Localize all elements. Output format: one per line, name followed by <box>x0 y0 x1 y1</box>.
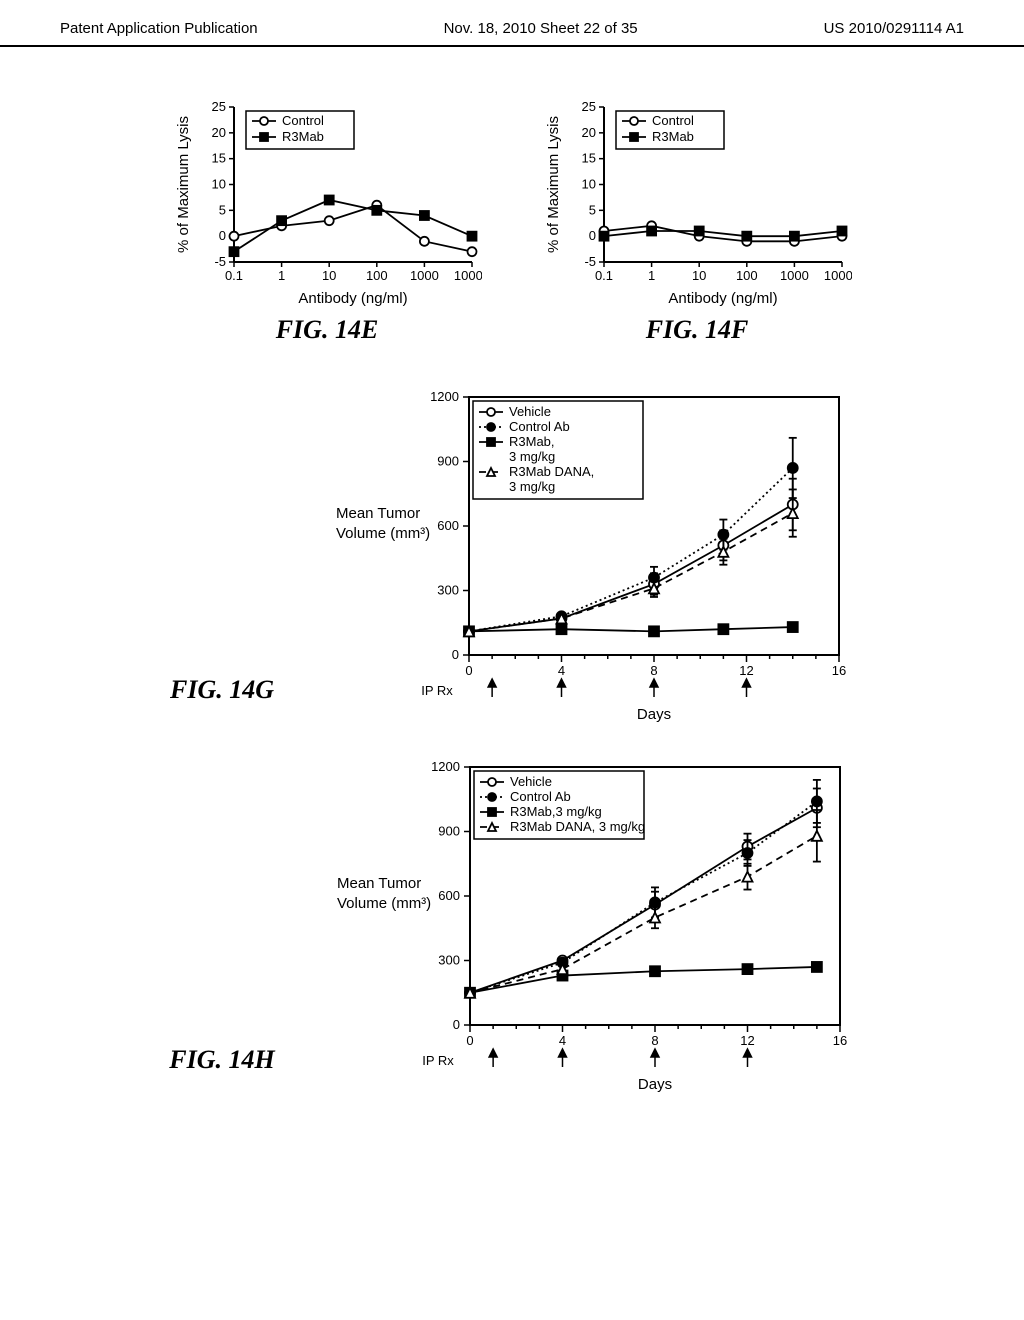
svg-text:5: 5 <box>589 202 596 217</box>
svg-text:3 mg/kg: 3 mg/kg <box>509 449 555 464</box>
header-center: Nov. 18, 2010 Sheet 22 of 35 <box>444 20 638 37</box>
header-left: Patent Application Publication <box>60 20 258 37</box>
svg-text:100: 100 <box>366 268 388 283</box>
svg-text:0: 0 <box>466 1033 473 1048</box>
svg-text:Vehicle: Vehicle <box>509 404 551 419</box>
svg-text:3 mg/kg: 3 mg/kg <box>509 479 555 494</box>
svg-text:Antibody (ng/ml): Antibody (ng/ml) <box>668 290 777 307</box>
fig-14e-label: FIG. 14E <box>276 315 379 345</box>
chart-14e-wrap: -5 0 5 10 15 20 25 0.1 1 10 100 1000 10000 Antibody (… <box>172 97 482 345</box>
svg-text:-5: -5 <box>214 254 226 269</box>
svg-text:8: 8 <box>650 663 657 678</box>
svg-text:Volume (mm³): Volume (mm³) <box>337 895 431 912</box>
svg-text:Control Ab: Control Ab <box>509 419 570 434</box>
svg-text:12: 12 <box>739 663 753 678</box>
page-header: Patent Application Publication Nov. 18, … <box>0 0 1024 47</box>
svg-text:600: 600 <box>438 888 460 903</box>
svg-text:IP Rx: IP Rx <box>422 1053 454 1068</box>
svg-text:0: 0 <box>465 663 472 678</box>
svg-text:25: 25 <box>582 99 596 114</box>
svg-text:900: 900 <box>438 824 460 839</box>
svg-text:Vehicle: Vehicle <box>510 774 552 789</box>
svg-text:5: 5 <box>219 202 226 217</box>
svg-text:300: 300 <box>437 583 459 598</box>
chart-14e: -5 0 5 10 15 20 25 0.1 1 10 100 1000 10000 Antibody (… <box>172 97 482 307</box>
svg-text:1000: 1000 <box>410 268 439 283</box>
svg-text:0: 0 <box>219 228 226 243</box>
svg-text:1200: 1200 <box>430 389 459 404</box>
chart-14f: -5 0 5 10 15 20 25 0.1 1 10 100 1000 10000 Antibody (… <box>542 97 852 307</box>
svg-text:8: 8 <box>651 1033 658 1048</box>
svg-text:R3Mab DANA, 3 mg/kg: R3Mab DANA, 3 mg/kg <box>510 819 645 834</box>
top-chart-row: -505101520250.1110100100010000Antibody (… <box>60 97 964 345</box>
chart-14g: 0 300 600 900 1200 0 4 8 12 16 Days Mean Tumor Volum… <box>294 385 854 725</box>
svg-text:0.1: 0.1 <box>225 268 243 283</box>
svg-text:R3Mab: R3Mab <box>282 129 324 144</box>
svg-text:25: 25 <box>212 99 226 114</box>
svg-text:1: 1 <box>278 268 285 283</box>
svg-text:Control: Control <box>652 113 694 128</box>
svg-text:R3Mab: R3Mab <box>652 129 694 144</box>
svg-text:900: 900 <box>437 454 459 469</box>
svg-text:R3Mab,: R3Mab, <box>509 434 555 449</box>
svg-text:10: 10 <box>322 268 336 283</box>
header-right: US 2010/0291114 A1 <box>824 20 964 37</box>
svg-text:1200: 1200 <box>431 759 460 774</box>
svg-text:300: 300 <box>438 953 460 968</box>
chart-14g-row: FIG. 14G 0 300 600 900 1200 0 4 8 12 16 Days Mean T… <box>60 385 964 725</box>
svg-text:0: 0 <box>453 1017 460 1032</box>
fig-14f-label: FIG. 14F <box>646 315 749 345</box>
svg-text:Antibody (ng/ml): Antibody (ng/ml) <box>298 290 407 307</box>
chart-14h: 0 300 600 900 1200 0 4 8 12 16 Days Mean Tumor Volum… <box>295 755 855 1095</box>
svg-text:15: 15 <box>582 151 596 166</box>
svg-text:10000: 10000 <box>824 268 852 283</box>
svg-text:16: 16 <box>833 1033 847 1048</box>
svg-text:100: 100 <box>736 268 758 283</box>
svg-text:15: 15 <box>212 151 226 166</box>
svg-text:4: 4 <box>558 663 565 678</box>
svg-text:10: 10 <box>212 177 226 192</box>
svg-text:-5: -5 <box>584 254 596 269</box>
svg-text:Control: Control <box>282 113 324 128</box>
svg-text:0: 0 <box>452 647 459 662</box>
svg-text:20: 20 <box>212 125 226 140</box>
fig-14g-label: FIG. 14G <box>170 675 274 705</box>
svg-text:% of Maximum Lysis: % of Maximum Lysis <box>175 116 192 253</box>
svg-text:12: 12 <box>740 1033 754 1048</box>
svg-text:1000: 1000 <box>780 268 809 283</box>
svg-text:% of Maximum Lysis: % of Maximum Lysis <box>545 116 562 253</box>
content-area: -505101520250.1110100100010000Antibody (… <box>0 47 1024 1175</box>
svg-text:4: 4 <box>559 1033 566 1048</box>
svg-text:600: 600 <box>437 518 459 533</box>
chart-14h-row: FIG. 14H 0 300 600 900 1200 0 4 8 12 16 Days Mean T… <box>60 755 964 1095</box>
svg-text:Days: Days <box>638 1076 672 1093</box>
svg-text:16: 16 <box>832 663 846 678</box>
svg-text:Mean Tumor: Mean Tumor <box>337 875 421 892</box>
svg-text:0.1: 0.1 <box>595 268 613 283</box>
svg-text:0: 0 <box>589 228 596 243</box>
svg-text:Days: Days <box>637 706 671 723</box>
svg-text:10000: 10000 <box>454 268 482 283</box>
svg-text:10: 10 <box>692 268 706 283</box>
svg-text:Volume (mm³): Volume (mm³) <box>336 525 430 542</box>
svg-text:R3Mab,3 mg/kg: R3Mab,3 mg/kg <box>510 804 602 819</box>
svg-text:IP Rx: IP Rx <box>421 683 453 698</box>
svg-text:R3Mab DANA,: R3Mab DANA, <box>509 464 594 479</box>
svg-text:10: 10 <box>582 177 596 192</box>
svg-text:20: 20 <box>582 125 596 140</box>
fig-14h-label: FIG. 14H <box>169 1045 274 1075</box>
svg-text:1: 1 <box>648 268 655 283</box>
svg-text:Control Ab: Control Ab <box>510 789 571 804</box>
chart-14f-wrap: -5 0 5 10 15 20 25 0.1 1 10 100 1000 10000 Antibody (… <box>542 97 852 345</box>
svg-text:Mean Tumor: Mean Tumor <box>336 505 420 522</box>
